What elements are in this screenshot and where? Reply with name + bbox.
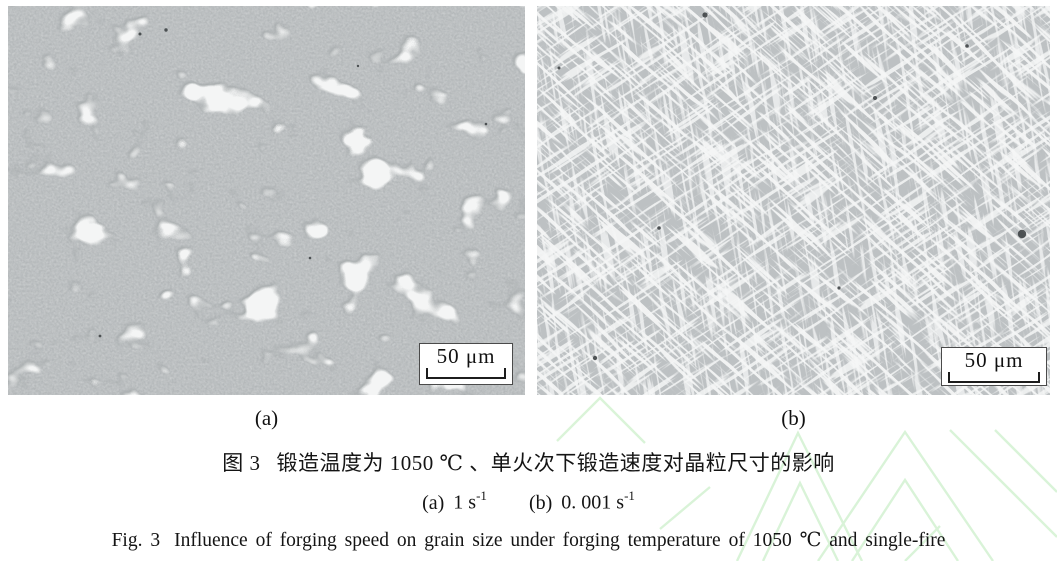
caption-en-text: Influence of forging speed on grain size… [174, 530, 946, 551]
caption-subpanels: (a) 1 s-1 (b) 0. 001 s-1 [0, 488, 1057, 515]
caption-en-fig-label: Fig. 3 [111, 530, 161, 551]
micrograph-panel-a: 50 μm [8, 6, 525, 395]
micrograph-texture-a [8, 6, 525, 395]
scale-bar-box-a: 50 μm [419, 343, 513, 385]
caption-english: Fig. 3 Influence of forging speed on grai… [0, 528, 1057, 552]
scale-bar-line-b [948, 372, 1040, 383]
micrograph-panel-b: 50 μm [537, 6, 1050, 395]
panel-label-a: (a) [254, 406, 279, 430]
subcaption-b-label: (b) [528, 491, 553, 514]
micrograph-texture-b [537, 6, 1050, 395]
scale-bar-label-b: 50 μm [964, 348, 1024, 372]
subcaption-a-value: 1 s [453, 491, 477, 514]
subcaption-a-exponent: -1 [476, 488, 487, 503]
caption-chinese: 图 3 锻造温度为 1050 ℃ 、单火次下锻造速度对晶粒尺寸的影响 [0, 447, 1057, 477]
subcaption-a-label: (a) [422, 491, 445, 514]
scale-bar-line-a [426, 368, 506, 379]
panel-label-b: (b) [781, 406, 806, 430]
scale-bar-box-b: 50 μm [941, 347, 1047, 386]
subcaption-b-value: 0. 001 s [561, 491, 625, 514]
scale-bar-label-a: 50 μm [436, 344, 496, 368]
caption-cn-fig-label: 图 3 [222, 451, 261, 475]
caption-cn-text: 锻造温度为 1050 ℃ 、单火次下锻造速度对晶粒尺寸的影响 [276, 451, 835, 475]
subcaption-b-exponent: -1 [624, 488, 635, 503]
